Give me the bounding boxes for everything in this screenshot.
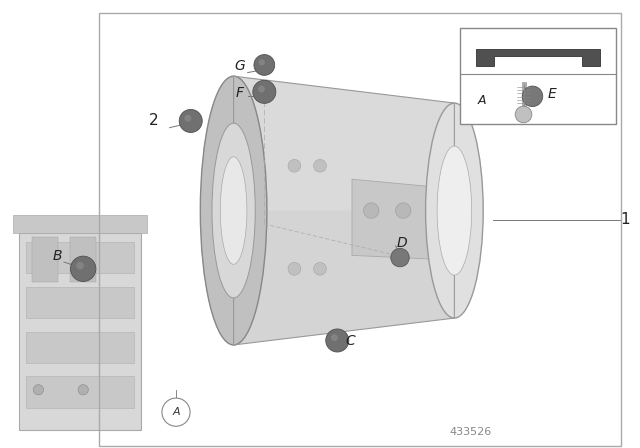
Ellipse shape <box>200 76 267 345</box>
Circle shape <box>33 385 44 395</box>
Circle shape <box>364 203 379 218</box>
Ellipse shape <box>437 146 472 275</box>
Bar <box>70 237 96 282</box>
Circle shape <box>515 106 532 123</box>
Ellipse shape <box>220 157 247 264</box>
Text: C: C <box>346 334 356 349</box>
Circle shape <box>78 385 88 395</box>
Text: 433526: 433526 <box>449 427 492 437</box>
Polygon shape <box>234 76 454 345</box>
Bar <box>26 242 134 273</box>
Text: 1: 1 <box>620 212 630 227</box>
Circle shape <box>70 256 96 281</box>
Text: 2: 2 <box>148 113 159 129</box>
Text: A: A <box>172 407 180 417</box>
Circle shape <box>253 80 276 103</box>
Polygon shape <box>352 179 448 260</box>
Bar <box>26 287 134 318</box>
FancyBboxPatch shape <box>19 233 141 430</box>
Bar <box>26 376 134 408</box>
Circle shape <box>258 86 265 92</box>
Circle shape <box>259 59 265 65</box>
Circle shape <box>162 398 190 426</box>
Text: F: F <box>236 86 244 100</box>
Bar <box>99 13 621 446</box>
Circle shape <box>326 329 349 352</box>
Bar <box>460 28 616 124</box>
Circle shape <box>179 109 202 133</box>
Circle shape <box>184 115 191 121</box>
Circle shape <box>288 159 301 172</box>
Text: E: E <box>547 87 556 101</box>
Bar <box>32 237 58 282</box>
Circle shape <box>288 263 301 275</box>
Text: G: G <box>235 59 245 73</box>
FancyBboxPatch shape <box>13 215 147 233</box>
Text: D: D <box>397 236 407 250</box>
Ellipse shape <box>426 103 483 318</box>
Circle shape <box>76 262 84 269</box>
Circle shape <box>254 55 275 75</box>
Circle shape <box>314 159 326 172</box>
Polygon shape <box>234 76 454 211</box>
Circle shape <box>396 203 411 218</box>
Text: B: B <box>53 249 62 263</box>
Circle shape <box>331 334 338 341</box>
Circle shape <box>522 86 543 107</box>
Polygon shape <box>476 49 600 66</box>
Circle shape <box>314 263 326 275</box>
Bar <box>26 332 134 363</box>
Text: A: A <box>477 95 486 108</box>
Ellipse shape <box>212 123 255 298</box>
Circle shape <box>391 248 409 267</box>
